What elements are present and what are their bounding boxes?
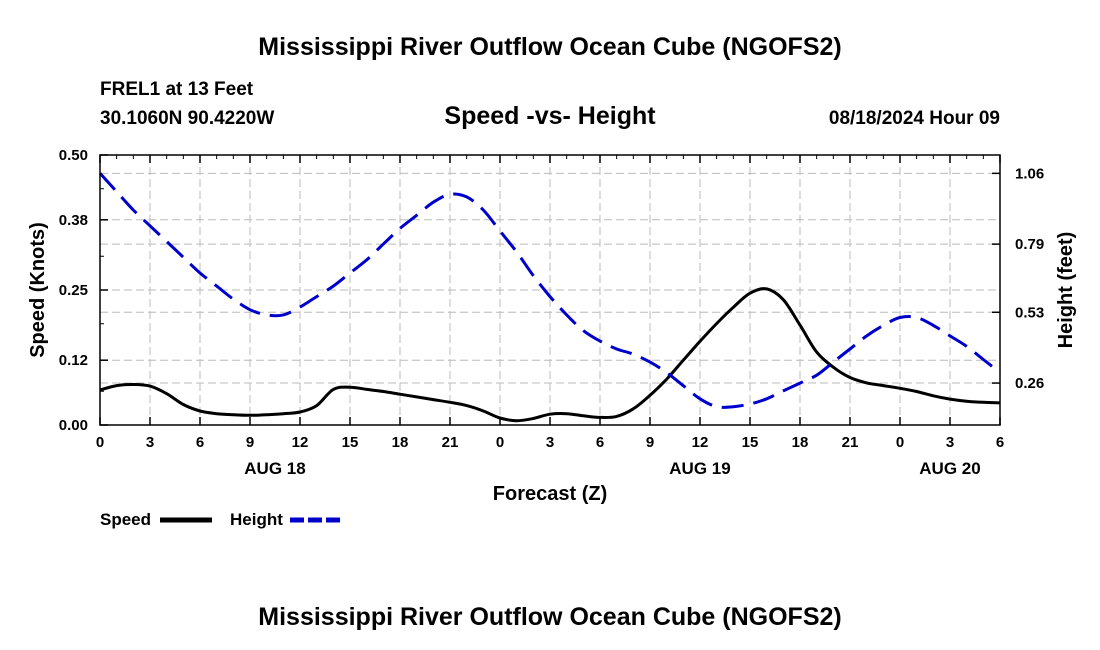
y-right-tick-label: 0.26 — [1015, 375, 1044, 392]
x-tick-label: 6 — [196, 434, 204, 451]
x-tick-label: 0 — [96, 434, 104, 451]
y-right-tick-label: 0.53 — [1015, 304, 1044, 321]
x-tick-label: 15 — [342, 434, 359, 451]
x-axis-title: Forecast (Z) — [493, 483, 607, 505]
y-right-tick-label: 0.79 — [1015, 236, 1044, 253]
page-title: Mississippi River Outflow Ocean Cube (NG… — [258, 33, 841, 61]
series-layer — [98, 172, 1001, 423]
legend-height-label: Height — [230, 510, 283, 529]
date-label: AUG 19 — [669, 459, 730, 478]
x-tick-label: 3 — [146, 434, 154, 451]
legend: Speed Height — [100, 510, 342, 529]
x-tick-label: 3 — [946, 434, 954, 451]
y-axis-title-left: Speed (Knots) — [27, 222, 49, 358]
x-tick-label: 15 — [742, 434, 759, 451]
x-tick-label: 6 — [996, 434, 1004, 451]
x-tick-label: 3 — [546, 434, 554, 451]
axis-ticks: 0 3 6 9 12 15 18 21 0 3 6 9 12 15 18 21 0 3 6 0.00 0.12 0.25 0… — [59, 147, 1044, 478]
x-tick-label: 6 — [596, 434, 604, 451]
x-tick-label: 18 — [392, 434, 409, 451]
y-axis-title-right: Height (feet) — [1055, 232, 1077, 349]
y-right-tick-label: 1.06 — [1015, 165, 1044, 182]
y-left-tick-label: 0.25 — [59, 282, 88, 299]
datetime-label: 08/18/2024 Hour 09 — [829, 108, 1000, 129]
y-left-tick-label: 0.00 — [59, 417, 88, 434]
chart-subtitle: Speed -vs- Height — [444, 102, 656, 130]
x-tick-label: 0 — [896, 434, 904, 451]
station-label: FREL1 at 13 Feet — [100, 79, 254, 100]
date-label: AUG 20 — [919, 459, 980, 478]
legend-speed-label: Speed — [100, 510, 151, 529]
height-series-line — [98, 172, 1001, 409]
bottom-title: Mississippi River Outflow Ocean Cube (NG… — [258, 603, 841, 631]
speed-series-line — [99, 287, 1001, 423]
coordinates-label: 30.1060N 90.4220W — [100, 108, 274, 129]
grid — [100, 155, 1000, 425]
x-tick-label: 21 — [842, 434, 859, 451]
y-left-tick-label: 0.38 — [59, 212, 88, 229]
x-tick-label: 12 — [692, 434, 709, 451]
x-tick-label: 9 — [246, 434, 254, 451]
x-tick-label: 21 — [442, 434, 459, 451]
y-left-tick-label: 0.50 — [59, 147, 88, 164]
y-left-tick-label: 0.12 — [59, 352, 88, 369]
x-tick-label: 9 — [646, 434, 654, 451]
date-label: AUG 18 — [244, 459, 305, 478]
x-tick-label: 12 — [292, 434, 309, 451]
x-tick-label: 0 — [496, 434, 504, 451]
x-tick-label: 18 — [792, 434, 809, 451]
